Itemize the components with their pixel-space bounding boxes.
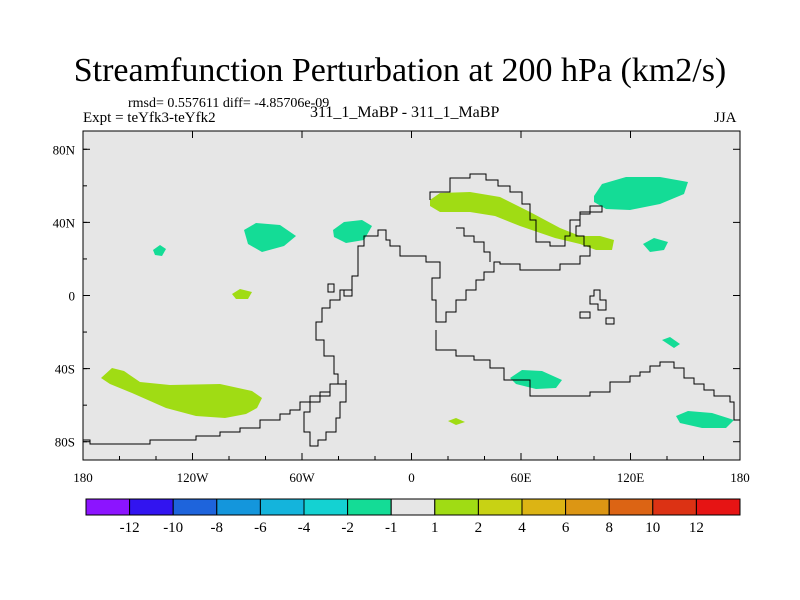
colorbar-label: -6 [254,520,267,536]
coastline-island-b [605,317,615,325]
x-tick-label: 60E [511,470,532,485]
anomaly-region [676,411,734,428]
coastline-japan [589,289,607,311]
colorbar-swatch [85,498,131,516]
colorbar-swatch [390,498,436,516]
case-label: 311_1_MaBP - 311_1_MaBP [310,104,500,121]
colorbar: -12 -10 -8 -6 -4 -2 -1 1 2 4 6 8 10 12 [85,498,741,536]
x-tick-label: 60W [289,470,315,485]
x-tick-label: 0 [408,470,415,485]
anomaly-region [232,289,252,299]
chart-title: Streamfunction Perturbation at 200 hPa (… [73,52,727,89]
colorbar-swatch [347,498,392,516]
colorbar-label: -8 [211,520,224,536]
anomaly-region [510,370,562,389]
colorbar-label: 12 [689,520,704,536]
coastline-island-d [327,283,335,293]
colorbar-swatch [565,498,610,516]
anomaly-region [333,220,372,243]
anomaly-region [153,245,166,256]
colorbar-swatch [477,498,523,516]
colorbar-label: 2 [475,520,483,536]
coastline-inland-border [456,227,491,262]
colorbar-label: -2 [341,520,354,536]
colorbar-swatch [521,498,567,516]
coastline-southern-lands [303,380,347,447]
colorbar-label: 10 [645,520,660,536]
colorbar-swatch [129,498,174,516]
colorbar-label: 6 [562,520,570,536]
y-tick-label: 80S [55,435,75,450]
coastline-island-a [579,311,591,319]
axes: 180 120W 60W 0 60E 120E 180 80N 40N 0 40S 80S [53,131,750,485]
coastline-island-c [343,289,353,297]
y-tick-label: 40N [53,215,76,230]
x-tick-label: 180 [730,470,750,485]
colorbar-label: -10 [163,520,183,536]
season-label: JJA [714,110,737,126]
colorbar-swatch [652,498,697,516]
colorbar-label: 4 [518,520,526,536]
anomaly-region [594,177,688,210]
y-tick-label: 0 [69,289,76,304]
colorbar-swatch [172,498,218,516]
y-tick-label: 40S [55,362,75,377]
anomaly-region [244,223,296,252]
anomaly-region [101,368,262,418]
x-tick-label: 120W [177,470,210,485]
colorbar-swatch [608,498,654,516]
colorbar-label: -1 [385,520,398,536]
coastlines [83,173,741,447]
experiment-label: Expt = teYfk3-teYfk2 [83,110,216,126]
colorbar-swatch [259,498,305,516]
x-tick-label: 120E [617,470,645,485]
colorbar-swatch [695,498,741,516]
colorbar-swatch [303,498,349,516]
colorbar-swatch [434,498,479,516]
y-tick-label: 80N [53,142,76,157]
colorbar-label: -4 [298,520,311,536]
coastline-eurasia [83,173,603,445]
coastline-africa-australia [435,330,741,440]
anomaly-region [448,418,465,425]
colorbar-label: 8 [605,520,613,536]
colorbar-label: 1 [431,520,439,536]
colorbar-label: -12 [120,520,140,536]
anomaly-region [643,238,668,252]
colorbar-swatch [216,498,261,516]
rmsd-diff-stats: rmsd= 0.557611 diff= -4.85706e-09 [128,96,330,111]
anomaly-region [662,337,680,348]
x-tick-label: 180 [73,470,93,485]
